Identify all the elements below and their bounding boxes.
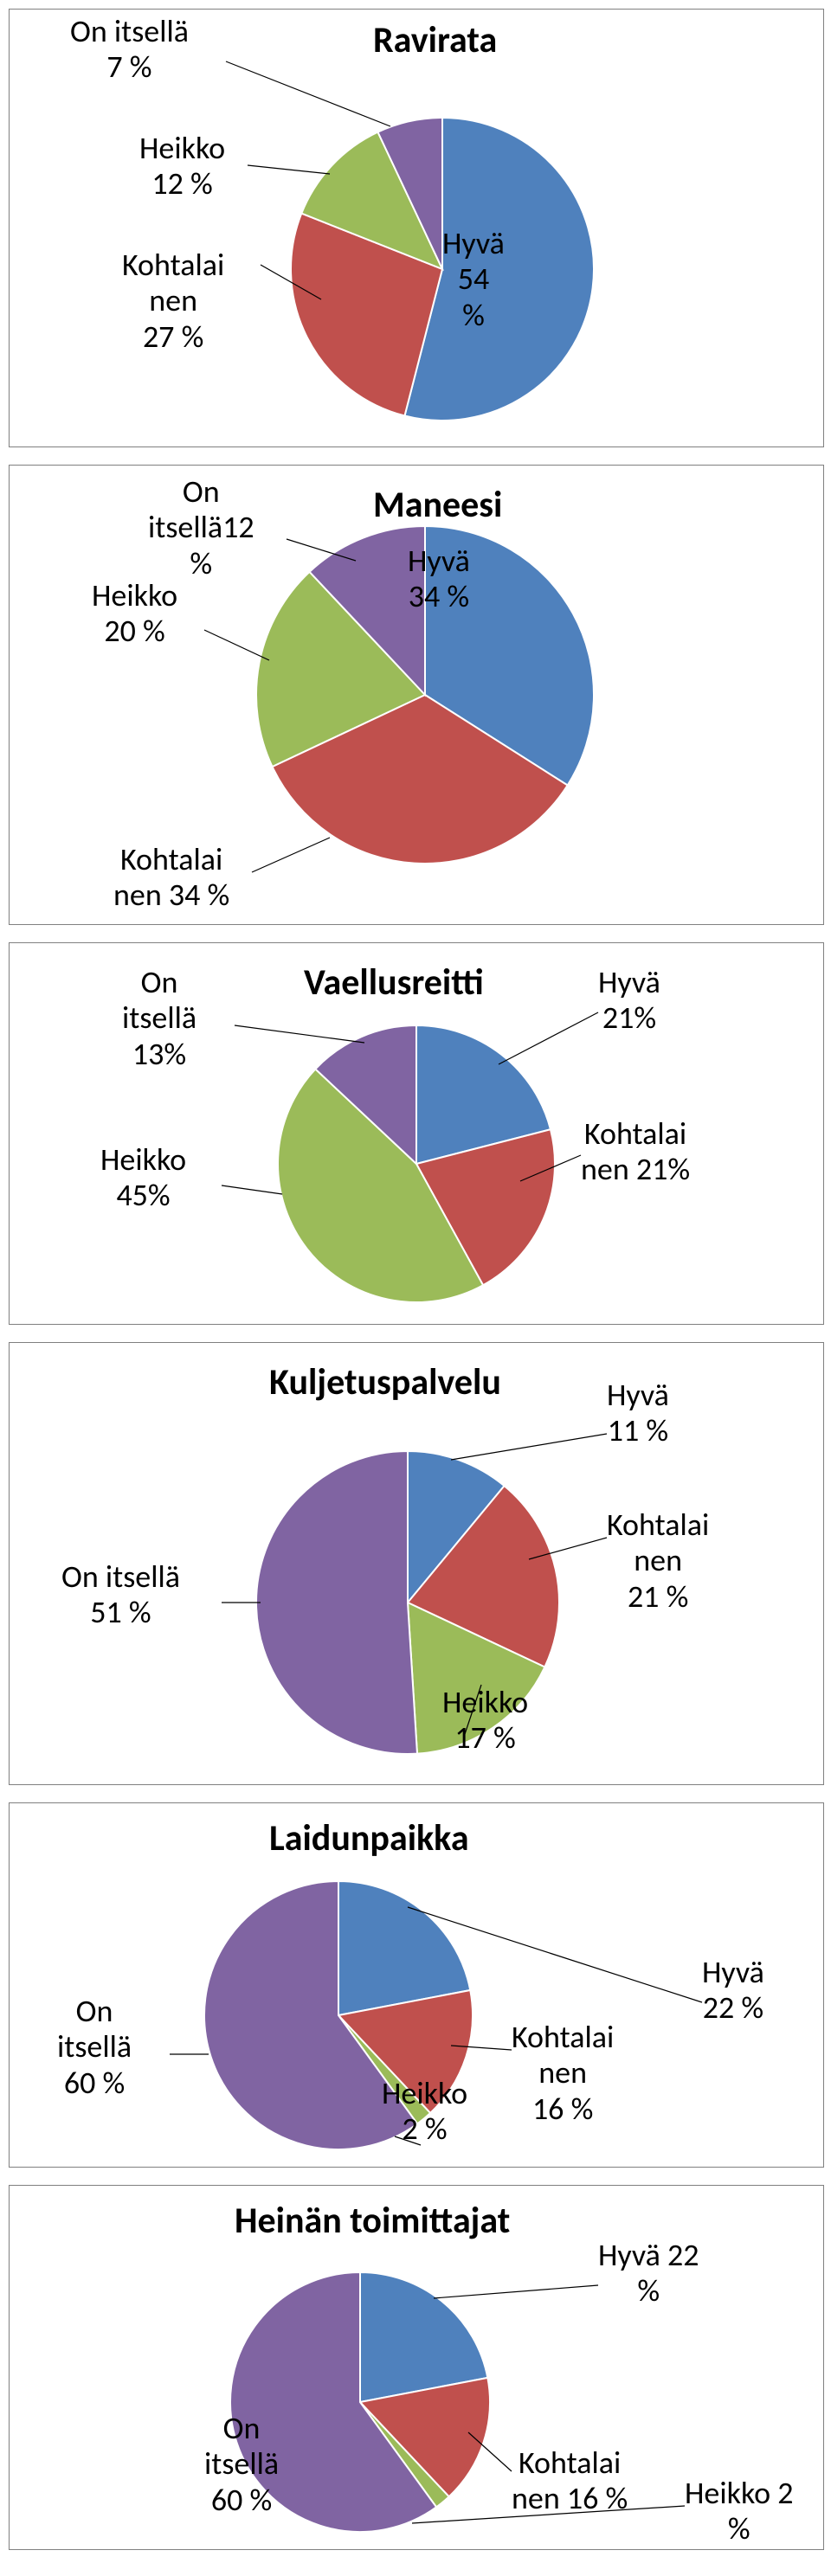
chart-laidunpaikka: Laidunpaikka Hyvä22 % Kohtalainen16 % Heikk… [9, 1802, 824, 2168]
label-kohtalainen: Kohtalainen16 % [512, 2020, 614, 2127]
label-heikko: Heikko2 % [382, 2076, 467, 2148]
charts-container: Ravirata Hyvä54% Kohtalainen27 % Heikko12 %… [9, 9, 822, 2550]
label-kohtalainen: Kohtalainen 16 % [512, 2445, 628, 2517]
label-on_itsella: On itsellä7 % [70, 14, 189, 86]
label-hyva: Hyvä21% [598, 965, 660, 1037]
label-kohtalainen: Kohtalainen27 % [122, 247, 224, 355]
chart-title: Heinän toimittajat [235, 2199, 510, 2243]
label-heikko: Heikko12 % [139, 131, 225, 202]
label-hyva: Hyvä34 % [408, 543, 470, 615]
label-heikko: Heikko20 % [92, 578, 177, 650]
chart-ravirata: Ravirata Hyvä54% Kohtalainen27 % Heikko12 %… [9, 9, 824, 447]
label-heikko: Heikko17 % [442, 1685, 528, 1757]
chart-maneesi: Maneesi Hyvä34 % Kohtalainen 34 % Heikko20 … [9, 465, 824, 925]
label-kohtalainen: Kohtalainen 34 % [113, 842, 229, 914]
chart-vaellusreitti: Vaellusreitti Hyvä21% Kohtalainen 21% Heikk… [9, 942, 824, 1325]
label-on_itsella: Onitsellä60 % [57, 1994, 132, 2101]
label-hyva: Hyvä22 % [702, 1955, 764, 2027]
label-hyva: Hyvä11 % [607, 1378, 669, 1449]
label-on_itsella: Onitsellä12% [148, 474, 254, 581]
chart-title: Maneesi [373, 483, 502, 527]
label-hyva: Hyvä 22% [598, 2238, 699, 2309]
label-heikko: Heikko 2% [685, 2476, 794, 2547]
chart-title: Vaellusreitti [304, 960, 484, 1005]
chart-heinan_toimittajat: Heinän toimittajat Hyvä 22% Kohtalainen 16… [9, 2185, 824, 2550]
chart-title: Kuljetuspalvelu [269, 1360, 501, 1404]
slice-on_itsella [256, 1451, 417, 1754]
label-heikko: Heikko45% [100, 1142, 186, 1214]
label-kohtalainen: Kohtalainen21 % [607, 1507, 709, 1615]
chart-title: Laidunpaikka [269, 1816, 469, 1860]
chart-title: Ravirata [373, 18, 497, 62]
chart-kuljetuspalvelu: Kuljetuspalvelu Hyvä11 % Kohtalainen21 % He… [9, 1342, 824, 1785]
label-hyva: Hyvä54% [442, 226, 505, 333]
label-on_itsella: On itsellä51 % [61, 1559, 180, 1631]
label-on_itsella: Onitsellä60 % [204, 2411, 279, 2518]
label-on_itsella: Onitsellä13% [122, 965, 196, 1072]
label-kohtalainen: Kohtalainen 21% [581, 1116, 690, 1188]
